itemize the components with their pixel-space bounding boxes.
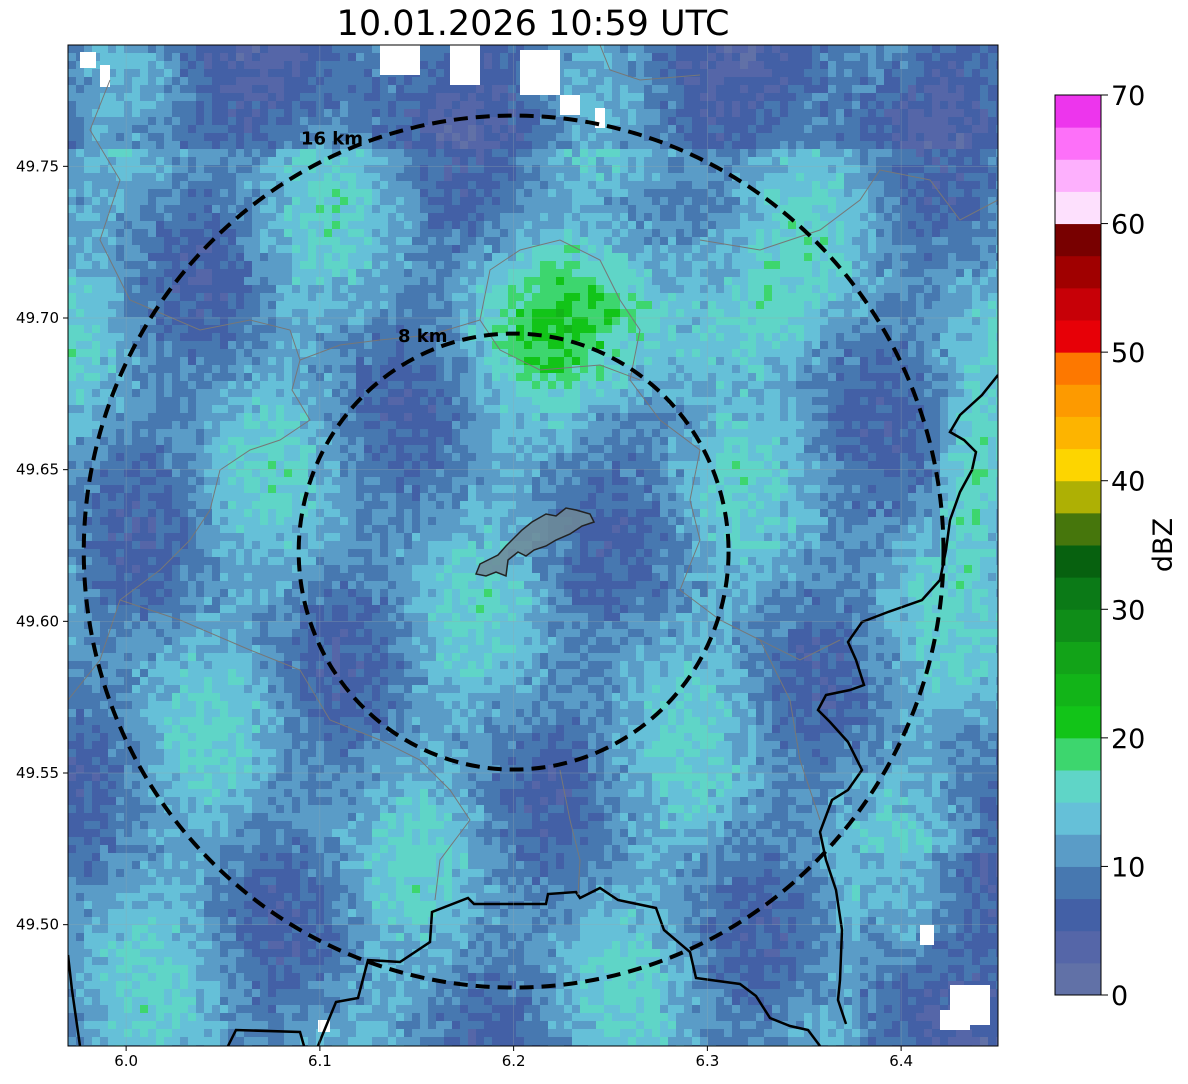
colorbar-segment bbox=[1055, 287, 1101, 321]
colorbar-segment bbox=[1055, 512, 1101, 546]
colorbar-segment bbox=[1055, 95, 1101, 128]
colorbar-segment bbox=[1055, 834, 1101, 867]
colorbar-segment bbox=[1055, 545, 1101, 578]
colorbar-tick-label: 50 bbox=[1111, 338, 1145, 369]
ring-label-8km: 8 km bbox=[398, 326, 448, 347]
colorbar-segment bbox=[1055, 384, 1101, 417]
colorbar-segment bbox=[1055, 448, 1101, 482]
colorbar-tick-label: 0 bbox=[1111, 981, 1128, 1012]
x-tick-label: 6.3 bbox=[695, 1052, 719, 1070]
colorbar-segment bbox=[1055, 609, 1101, 642]
town-outline bbox=[474, 507, 596, 578]
colorbar-segment bbox=[1055, 320, 1101, 353]
colorbar-segment bbox=[1055, 673, 1101, 707]
x-tick-label: 6.1 bbox=[308, 1052, 332, 1070]
colorbar-segment bbox=[1055, 191, 1101, 225]
colorbar-segment bbox=[1055, 898, 1101, 932]
map-frame bbox=[67, 44, 999, 1047]
colorbar-tick-label: 30 bbox=[1111, 595, 1145, 626]
colorbar-segment bbox=[1055, 352, 1101, 385]
colorbar-tick-label: 40 bbox=[1111, 467, 1145, 498]
commune-borders bbox=[68, 45, 998, 901]
colorbar-segment bbox=[1055, 705, 1101, 739]
y-tick-label: 49.65 bbox=[16, 461, 59, 479]
colorbar-segment bbox=[1055, 577, 1101, 610]
colorbar-label: dBZ bbox=[1148, 518, 1179, 572]
range-ring-8km bbox=[296, 331, 731, 772]
y-axis-latitude: 49.50 49.55 49.60 49.65 49.70 49.75 bbox=[16, 157, 68, 934]
colorbar-segment bbox=[1055, 416, 1101, 450]
colorbar-segment bbox=[1055, 770, 1101, 803]
y-tick-label: 49.70 bbox=[16, 309, 59, 327]
y-tick-label: 49.55 bbox=[16, 764, 59, 782]
colorbar-segment bbox=[1055, 480, 1101, 514]
x-axis-longitude: 6.0 6.1 6.2 6.3 6.4 bbox=[114, 1046, 913, 1070]
colorbar-tick-label: 70 bbox=[1111, 81, 1145, 112]
y-tick-label: 49.50 bbox=[16, 916, 59, 934]
colorbar-tick-label: 60 bbox=[1111, 210, 1145, 241]
reflectivity-field bbox=[68, 45, 998, 1046]
y-tick-label: 49.75 bbox=[16, 157, 59, 175]
colorbar-segment bbox=[1055, 127, 1101, 160]
map-title: 10.01.2026 10:59 UTC bbox=[336, 4, 730, 44]
y-tick-label: 49.60 bbox=[16, 612, 59, 630]
colorbar-segment bbox=[1055, 223, 1101, 257]
colorbar-segment bbox=[1055, 255, 1101, 289]
x-tick-label: 6.0 bbox=[114, 1052, 138, 1070]
range-ring-16km bbox=[81, 113, 946, 990]
colorbar-segment bbox=[1055, 802, 1101, 835]
colorbar-segment bbox=[1055, 930, 1101, 964]
colorbar-segment bbox=[1055, 866, 1101, 900]
range-rings: 8 km 16 km bbox=[81, 113, 946, 990]
colorbar: 0 10 20 30 40 50 60 70 dBZ bbox=[1054, 81, 1179, 1012]
colorbar-segment bbox=[1055, 737, 1101, 771]
colorbar-tick-label: 20 bbox=[1111, 724, 1145, 755]
gridlines bbox=[68, 45, 998, 1046]
colorbar-tick-label: 10 bbox=[1111, 852, 1145, 883]
radar-map[interactable]: 8 km 16 km bbox=[68, 45, 1004, 1053]
colorbar-segment bbox=[1055, 159, 1101, 192]
ring-label-16km: 16 km bbox=[301, 128, 363, 149]
colorbar-segment bbox=[1055, 641, 1101, 675]
colorbar-segment bbox=[1055, 962, 1101, 996]
x-tick-label: 6.4 bbox=[889, 1052, 913, 1070]
x-tick-label: 6.2 bbox=[502, 1052, 526, 1070]
